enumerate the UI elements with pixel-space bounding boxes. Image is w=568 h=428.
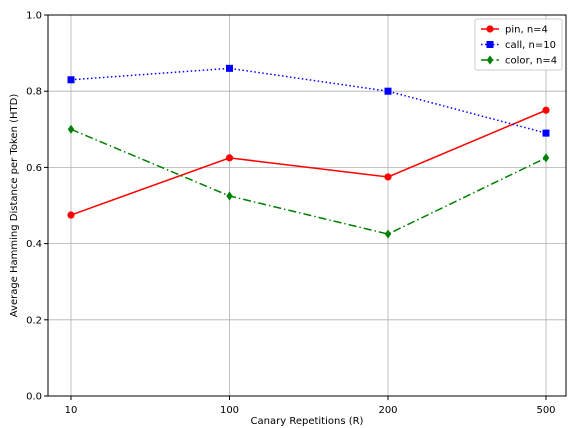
y-axis-title: Average Hamming Distance per Token (HTD) <box>9 94 20 318</box>
data-series <box>67 106 550 219</box>
series-line <box>70 67 547 134</box>
legend-marker <box>486 41 494 48</box>
data-point <box>225 154 234 162</box>
data-point <box>67 124 75 134</box>
legend-item: pin, n=4 <box>481 25 548 36</box>
data-point <box>384 173 392 181</box>
y-tick-label: 0.2 <box>26 315 42 326</box>
legend-item: call, n=10 <box>481 40 556 51</box>
data-point <box>67 76 75 84</box>
legend-box <box>474 18 563 71</box>
data-point <box>226 64 233 72</box>
legend: pin, n=4 call, n=10 color, n=4 <box>474 18 563 71</box>
x-tick-label: 500 <box>536 405 555 416</box>
axis-ticks: 10 100 200 500 0.0 0.2 0.4 0.6 0.8 1.0 <box>26 11 555 417</box>
x-tick-label: 100 <box>220 405 239 416</box>
x-tick-label: 200 <box>378 405 397 416</box>
data-point <box>226 191 233 201</box>
data-point <box>384 229 392 239</box>
data-point <box>384 87 392 95</box>
series-line <box>70 128 547 235</box>
legend-marker <box>486 25 494 33</box>
x-axis-title: Canary Repetitions (R) <box>251 416 364 427</box>
y-tick-label: 0.8 <box>26 87 42 98</box>
legend-marker <box>486 55 494 65</box>
y-tick-label: 1.0 <box>26 11 42 22</box>
series-group <box>67 64 550 239</box>
y-tick-label: 0.0 <box>26 392 42 403</box>
data-point <box>542 106 550 114</box>
data-series <box>67 124 550 239</box>
legend-label: pin, n=4 <box>505 25 548 36</box>
data-point <box>542 129 550 137</box>
legend-label: call, n=10 <box>505 40 556 51</box>
data-series <box>67 64 550 137</box>
y-tick-label: 0.4 <box>26 239 42 250</box>
x-tick-label: 10 <box>65 405 78 416</box>
data-point <box>542 153 550 163</box>
plot-frame <box>47 14 567 397</box>
y-tick-label: 0.6 <box>26 163 42 174</box>
legend-item: color, n=4 <box>481 55 557 67</box>
data-point <box>67 211 75 219</box>
series-line <box>70 109 547 216</box>
legend-label: color, n=4 <box>505 56 557 67</box>
